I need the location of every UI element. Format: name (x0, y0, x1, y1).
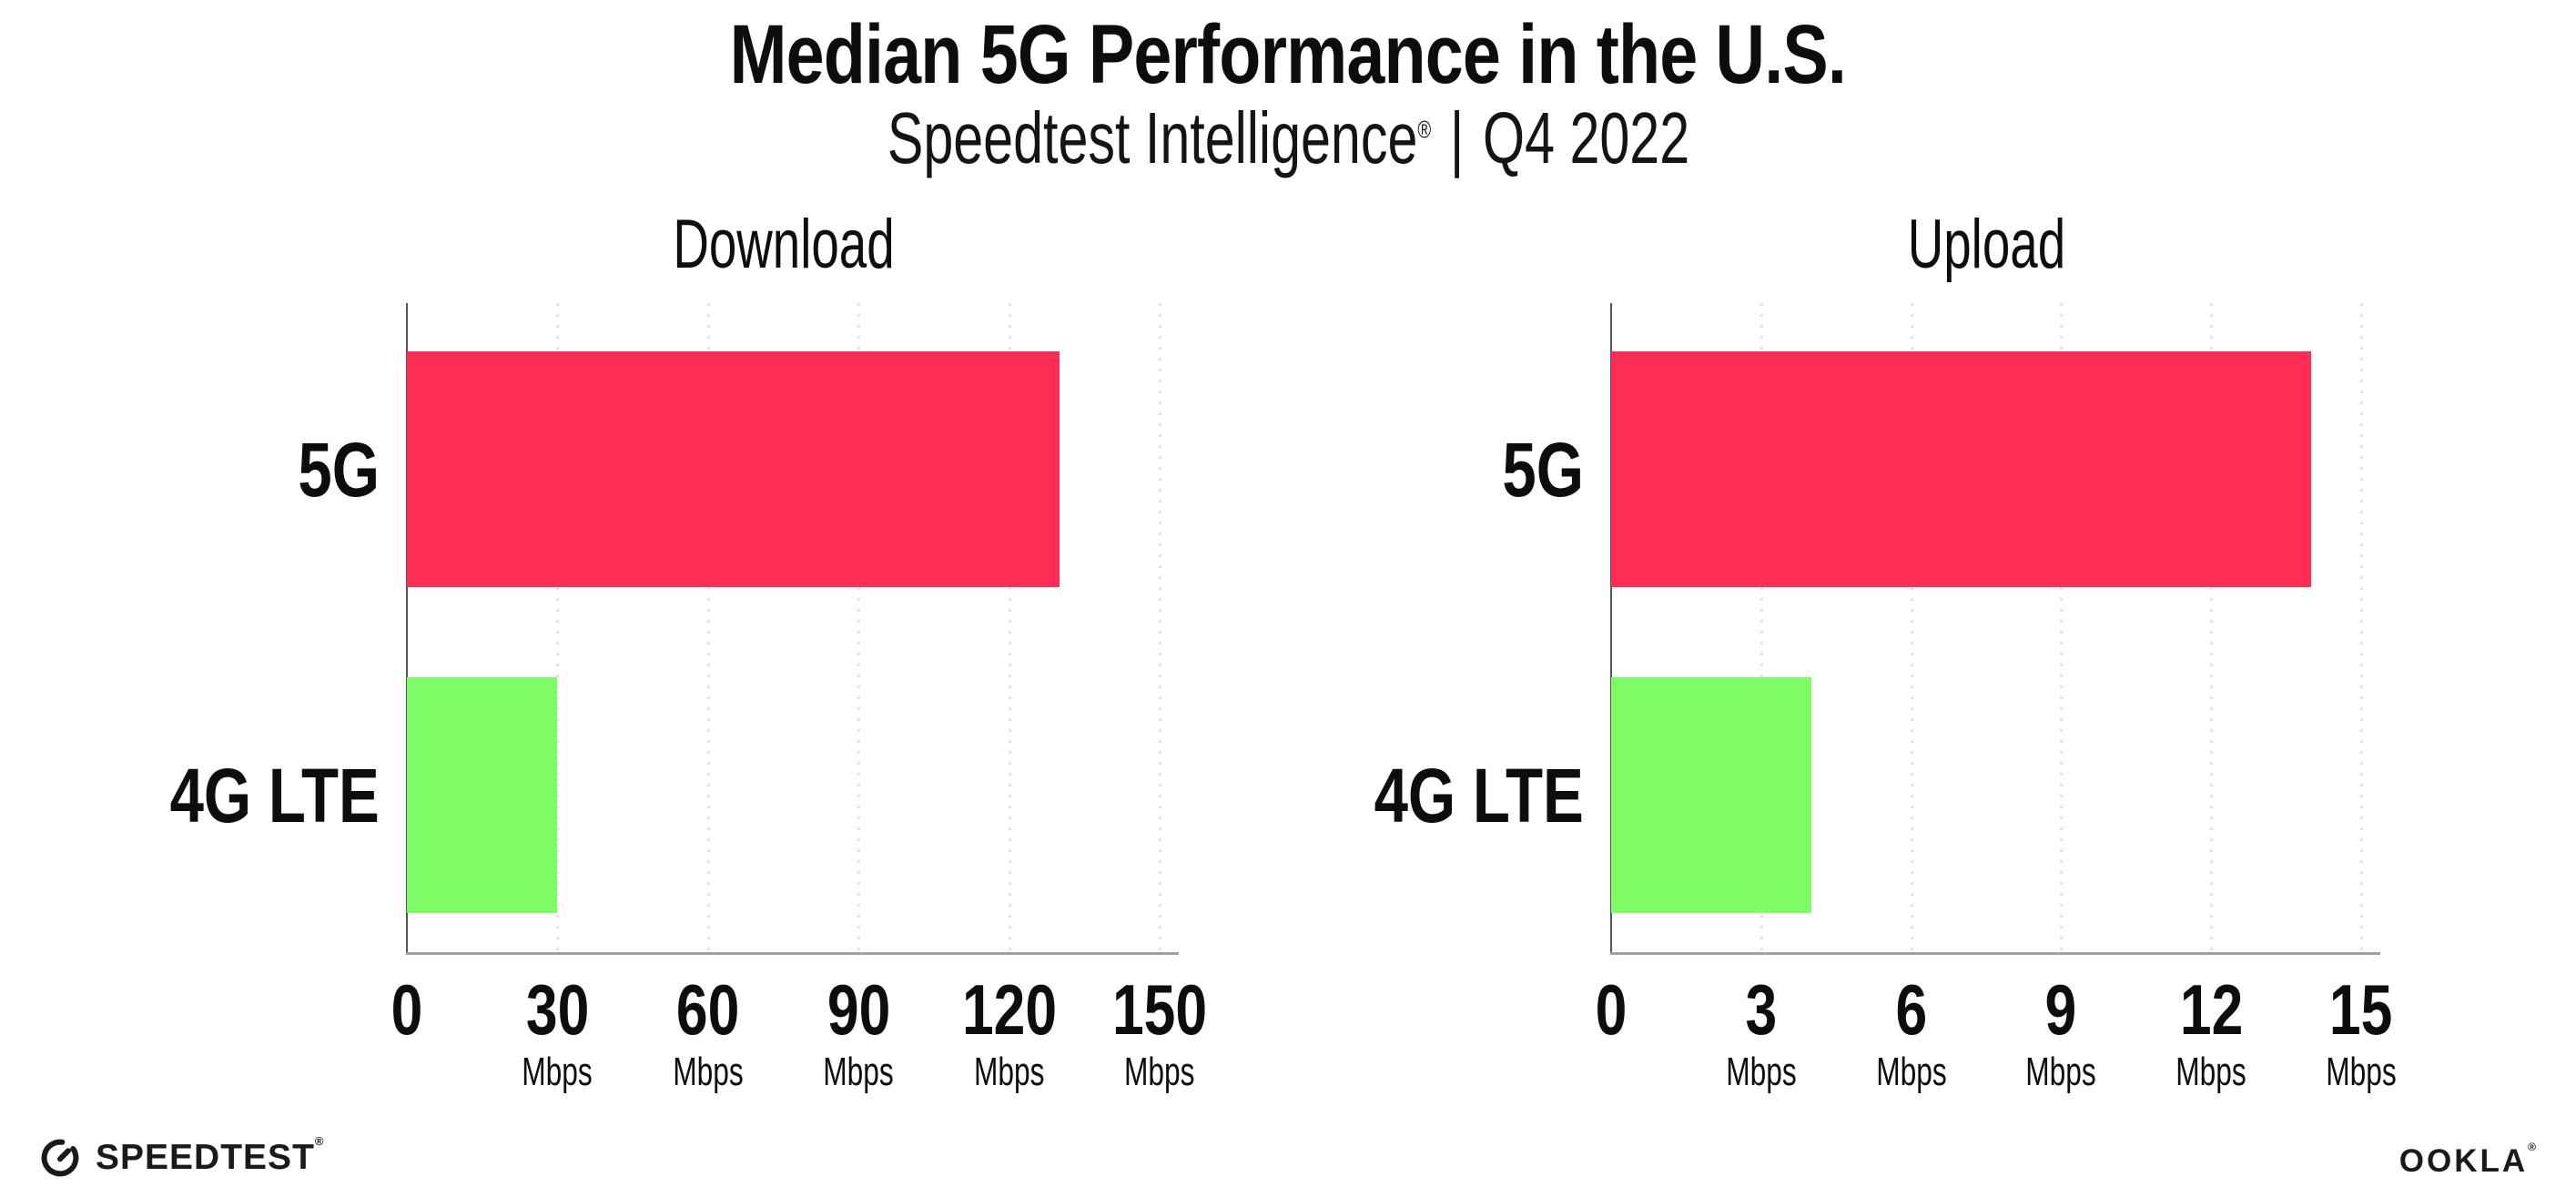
speedtest-logo: SPEEDTEST® (38, 1134, 325, 1180)
x-tick: 9 Mbps (2013, 969, 2111, 1094)
gridline (2060, 303, 2064, 952)
x-tick-value: 6 (1895, 969, 1927, 1050)
subtitle-period: Q4 2022 (1482, 97, 1689, 178)
gridline (1910, 303, 1913, 952)
subtitle-separator: | (1449, 97, 1464, 178)
ookla-logo: OOKLA® (2399, 1141, 2536, 1180)
x-tick-value: 30 (525, 969, 590, 1050)
ookla-registered-mark-icon: ® (2528, 1141, 2536, 1153)
gauge-needle (57, 1148, 71, 1162)
x-tick: 6 Mbps (1862, 969, 1961, 1094)
gridline (706, 303, 710, 952)
bar-5g (407, 351, 1060, 587)
gridline (2360, 303, 2363, 952)
gridline (2210, 303, 2214, 952)
x-tick: 3 Mbps (1712, 969, 1810, 1094)
x-tick-unit: Mbps (673, 1050, 744, 1094)
x-tick-unit: Mbps (2175, 1050, 2246, 1094)
x-tick: 150 Mbps (1100, 969, 1219, 1094)
x-tick-value: 15 (2329, 969, 2393, 1050)
x-tick-unit: Mbps (1124, 1050, 1195, 1094)
x-tick: 120 Mbps (950, 969, 1069, 1094)
speedtest-gauge-icon (41, 1139, 79, 1177)
bar-4g-lte (1611, 677, 1811, 913)
x-tick-unit: Mbps (1875, 1050, 1947, 1094)
x-tick-value: 9 (2045, 969, 2077, 1050)
x-tick: 12 Mbps (2162, 969, 2260, 1094)
gridline (556, 303, 560, 952)
gridline (1159, 303, 1161, 952)
ookla-logo-text: OOKLA (2399, 1143, 2529, 1179)
x-tick-value: 12 (2179, 969, 2243, 1050)
x-tick-value: 120 (961, 969, 1057, 1050)
category-label-5g: 5G (298, 427, 380, 512)
gridline (857, 303, 861, 952)
subtitle-brand: Speedtest Intelligence (887, 97, 1417, 178)
category-label-5g: 5G (1502, 427, 1584, 512)
gridline (1008, 303, 1011, 952)
speedtest-logo-text: SPEEDTEST® (96, 1134, 325, 1177)
x-tick-value: 0 (390, 969, 423, 1050)
page-subtitle: Speedtest Intelligence® | Q4 2022 (0, 96, 2576, 180)
x-tick-unit: Mbps (973, 1050, 1045, 1094)
x-tick-unit: Mbps (2025, 1050, 2097, 1094)
bar-4g-lte (407, 677, 558, 913)
page-title-text: Median 5G Performance in the U.S. (729, 8, 1847, 101)
chart-upload: Upload 5G 4G LTE 0 3 Mbps 6 Mbps 9 Mbps 12 Mbps 15 Mb… (1374, 210, 2397, 1092)
bar-5g (1611, 351, 2312, 587)
chart-title: Download (672, 206, 895, 283)
x-tick: 90 Mbps (809, 969, 908, 1094)
x-tick-value: 3 (1745, 969, 1778, 1050)
y-axis-line (1610, 303, 1612, 952)
x-tick-unit: Mbps (2326, 1050, 2397, 1094)
x-axis-line (406, 952, 1179, 955)
x-tick-unit: Mbps (823, 1050, 894, 1094)
page-title: Median 5G Performance in the U.S. (0, 7, 2576, 103)
x-tick-unit: Mbps (522, 1050, 593, 1094)
x-tick: 15 Mbps (2312, 969, 2410, 1094)
x-tick-unit: Mbps (1726, 1050, 1797, 1094)
x-tick-value: 60 (676, 969, 740, 1050)
category-label-4g-lte: 4G LTE (169, 753, 380, 838)
chart-title: Upload (1907, 206, 2065, 283)
speedtest-registered-mark-icon: ® (314, 1134, 325, 1148)
x-tick-value: 90 (827, 969, 890, 1050)
x-tick: 60 Mbps (659, 969, 757, 1094)
y-axis-line (406, 303, 408, 952)
gridline (1760, 303, 1763, 952)
x-tick-value: 0 (1595, 969, 1628, 1050)
category-label-4g-lte: 4G LTE (1374, 753, 1584, 838)
chart-download: Download 5G 4G LTE 0 30 Mbps 60 Mbps 90 Mbps 120 Mb… (170, 210, 1207, 1092)
x-tick-value: 150 (1111, 969, 1208, 1050)
x-axis-line (1610, 952, 2380, 955)
x-tick: 30 Mbps (509, 969, 607, 1094)
x-tick: 0 (1591, 969, 1630, 1050)
x-tick: 0 (387, 969, 426, 1050)
registered-mark-icon: ® (1416, 115, 1431, 144)
